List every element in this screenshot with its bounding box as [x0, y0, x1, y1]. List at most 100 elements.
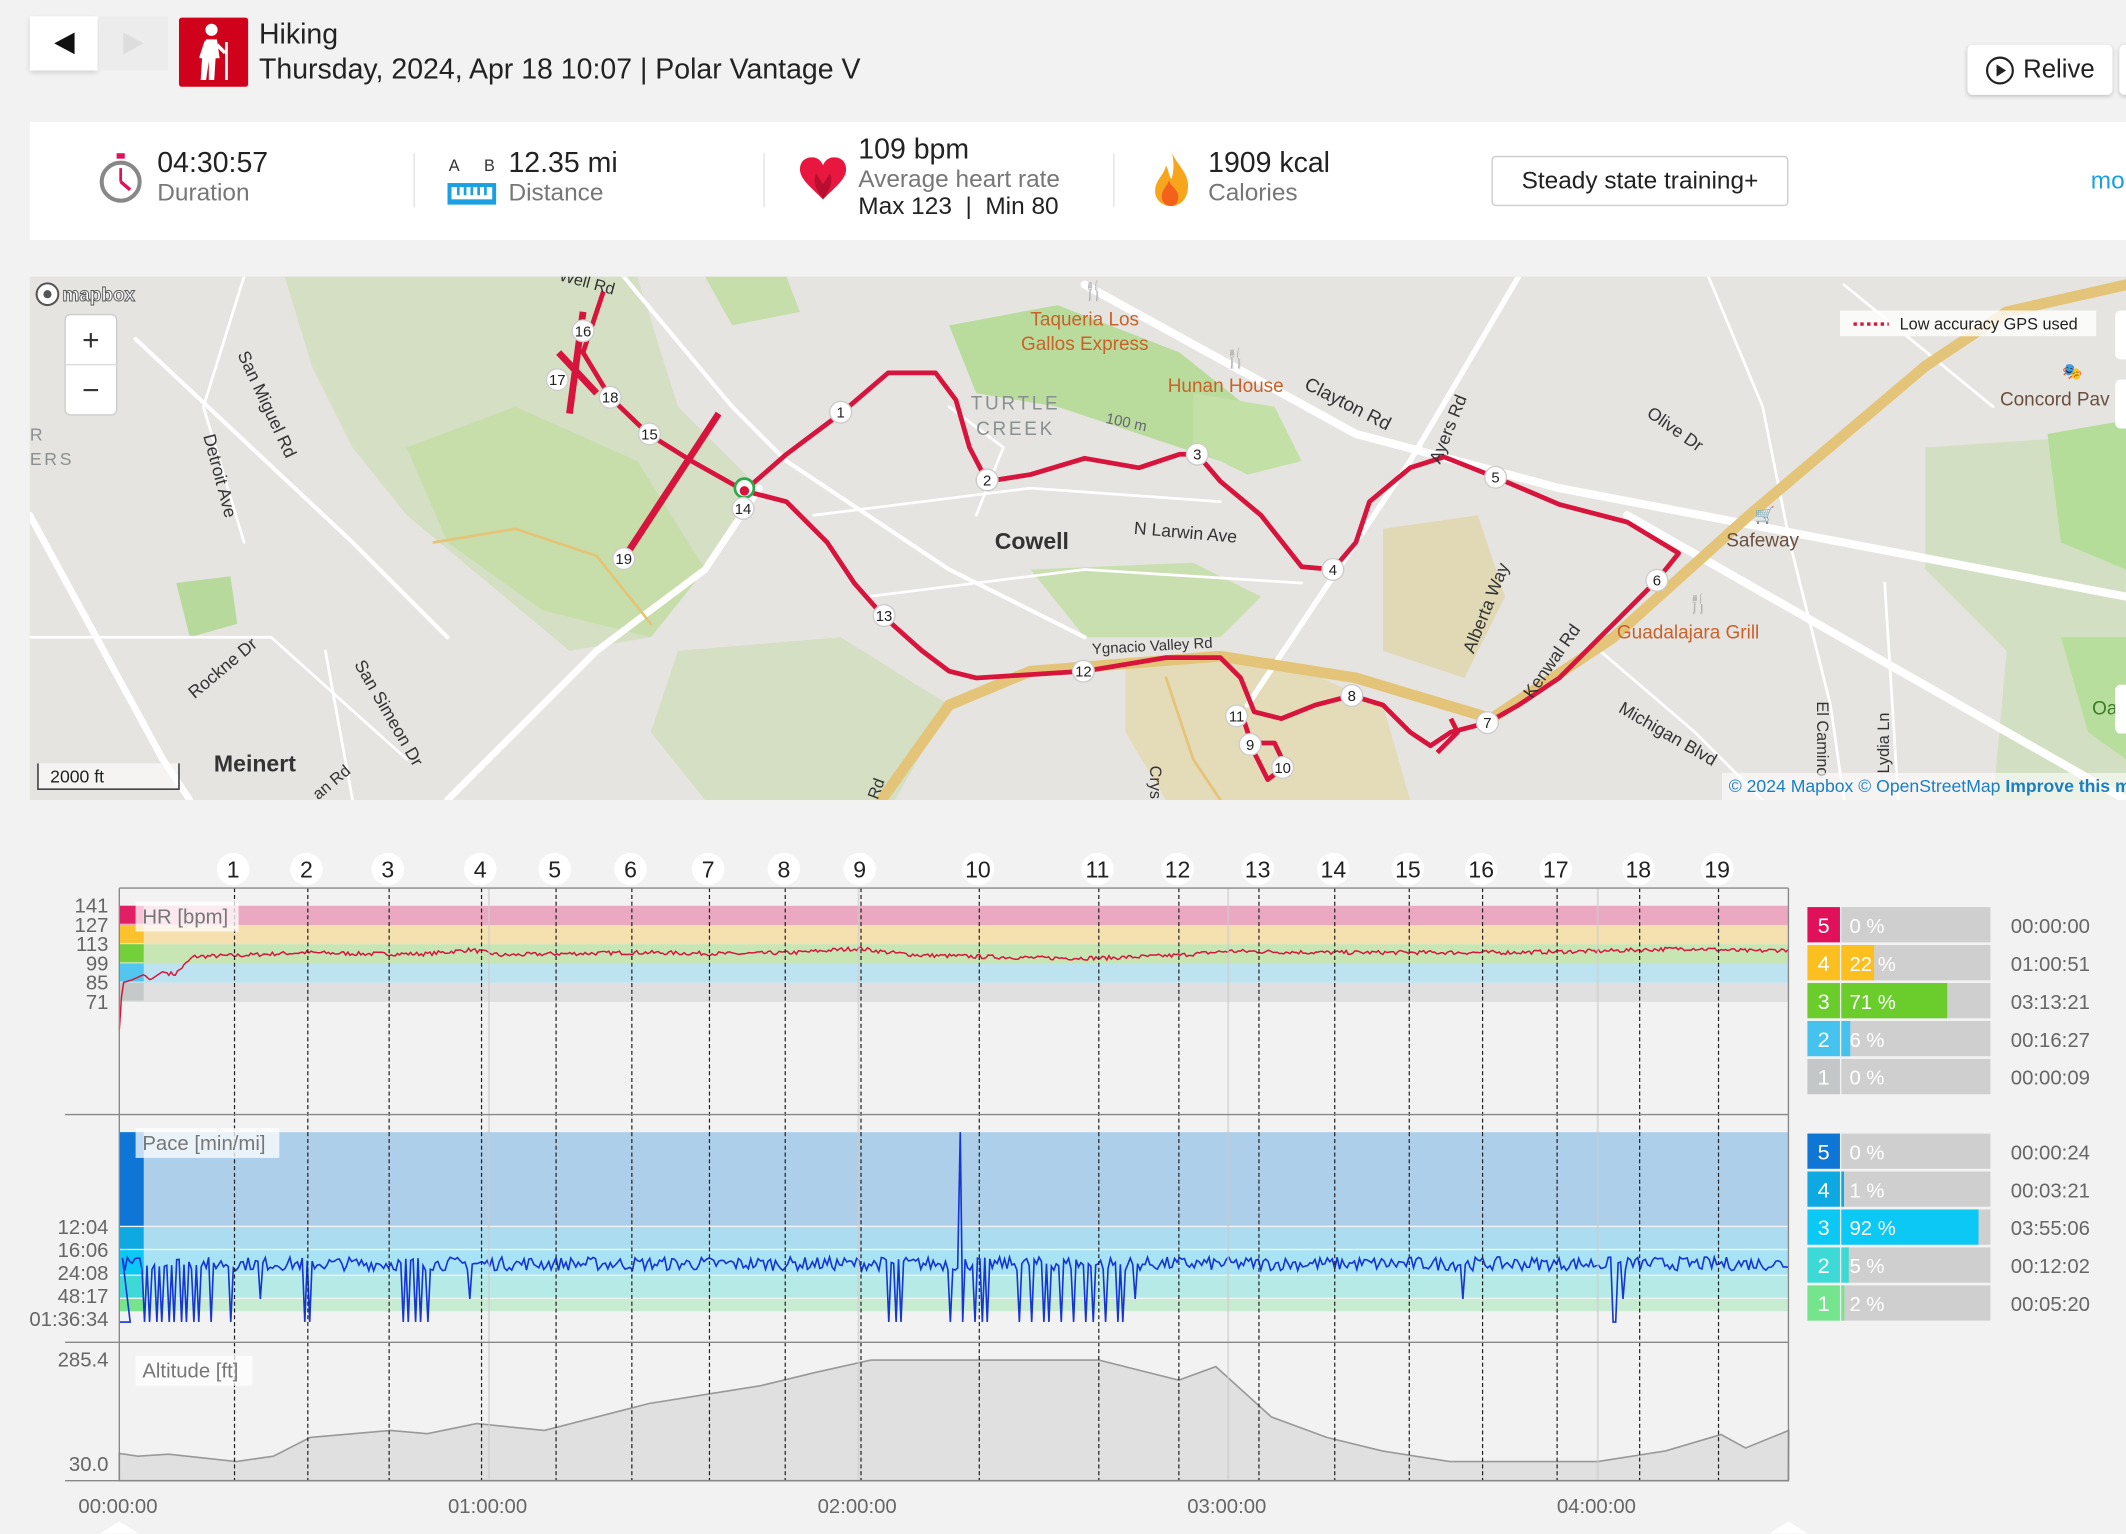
zone-percent: 92 %: [1849, 1218, 1895, 1240]
pace-zone-row[interactable]: 3 92 % 03:55:06: [1807, 1209, 2090, 1245]
calories-value: 1909 kcal: [1208, 147, 1331, 179]
pace-y-tick: 24:08: [58, 1263, 109, 1285]
zone-number: 3: [1818, 989, 1830, 1014]
more-link[interactable]: more: [2090, 166, 2126, 194]
altitude-y-tick: 285.4: [58, 1350, 109, 1372]
hr-zone-band: [119, 982, 1789, 1003]
lap-marker[interactable]: 5: [1484, 465, 1508, 489]
lap-marker[interactable]: 17: [545, 368, 569, 392]
zone-time: 03:55:06: [2011, 1218, 2090, 1240]
hr-zone-row[interactable]: 4 22 % 01:00:51: [1807, 945, 2090, 981]
map-control-button[interactable]: [2115, 684, 2126, 734]
lap-marker-chart[interactable]: 15: [1391, 852, 1425, 886]
lap-marker-chart[interactable]: 10: [961, 852, 995, 886]
lap-marker[interactable]: 11: [1225, 704, 1249, 728]
stopwatch-icon: [99, 153, 142, 203]
lap-marker[interactable]: 3: [1185, 442, 1209, 466]
lap-marker[interactable]: 6: [1645, 568, 1669, 592]
map-control-button[interactable]: [2115, 310, 2126, 360]
sport-icon-hiking: [178, 17, 249, 87]
pace-y-tick: 16:06: [58, 1240, 109, 1262]
training-benefit-button[interactable]: Steady state training+: [1491, 155, 1789, 207]
hr-zone-row[interactable]: 5 0 % 00:00:00: [1807, 907, 2090, 943]
pace-zone-row[interactable]: 5 0 % 00:00:24: [1807, 1133, 2090, 1169]
lap-marker[interactable]: 12: [1071, 659, 1095, 683]
lap-marker-chart[interactable]: 18: [1622, 852, 1655, 886]
lap-marker-chart[interactable]: 17: [1539, 852, 1573, 886]
hr-zone-row[interactable]: 3 71 % 03:13:21: [1807, 983, 2090, 1019]
lap-marker[interactable]: 19: [612, 547, 636, 571]
range-handle-left[interactable]: [100, 1521, 139, 1534]
lap-marker-chart[interactable]: 12: [1161, 852, 1194, 886]
hr-y-tick: 127: [75, 915, 109, 937]
zoom-in-button[interactable]: +: [82, 324, 99, 357]
lap-marker[interactable]: 1: [829, 400, 853, 424]
lap-number: 15: [1395, 856, 1421, 882]
zone-bar-fill: [1841, 1247, 1849, 1283]
lap-number: 6: [624, 856, 637, 882]
lap-circle: [1081, 852, 1114, 886]
pace-zone-row[interactable]: 1 2 % 00:05:20: [1807, 1285, 2090, 1321]
pace-zone-row[interactable]: 4 1 % 00:03:21: [1807, 1171, 2090, 1207]
zone-number-box: [1807, 945, 1840, 981]
lap-marker[interactable]: 2: [975, 468, 999, 492]
hr-zone-row[interactable]: 2 6 % 00:16:27: [1807, 1020, 2090, 1057]
route-map[interactable]: 1 2 3 4 5 6 7 8 9 10 11 12 13 14 15 16 17 18 19 🍴 🍴 🍴 🛒 🎭 …: [29, 276, 2126, 800]
shopping-cart-icon: 🛒: [1755, 506, 1775, 525]
lap-marker[interactable]: 14: [731, 496, 755, 520]
poi-label: Gallos Express: [1021, 334, 1149, 355]
hr-zone-row[interactable]: 1 0 % 00:00:09: [1807, 1058, 2090, 1095]
relive-label: Relive: [2023, 54, 2095, 84]
lap-marker[interactable]: 9: [1238, 732, 1262, 756]
lap-marker-chart[interactable]: 1: [216, 852, 250, 886]
lap-marker-label: 12: [1075, 665, 1092, 681]
divider: [413, 153, 415, 208]
range-handle-right[interactable]: [1769, 1521, 1808, 1534]
lap-marker-chart[interactable]: 7: [691, 852, 725, 886]
lap-marker[interactable]: 13: [872, 604, 896, 628]
lap-marker-chart[interactable]: 3: [371, 852, 405, 886]
lap-marker[interactable]: 4: [1321, 557, 1345, 582]
time-tick: 04:00:00: [1557, 1496, 1636, 1518]
lap-marker-chart[interactable]: 11: [1081, 852, 1114, 886]
pace-zone-row[interactable]: 2 5 % 00:12:02: [1807, 1247, 2090, 1283]
zone-percent: 0 %: [1849, 1142, 1884, 1164]
lap-marker[interactable]: 7: [1475, 711, 1499, 735]
extra-action-button[interactable]: [2119, 44, 2126, 95]
lap-marker-chart[interactable]: 16: [1464, 852, 1498, 886]
lap-marker-chart[interactable]: 8: [767, 852, 801, 886]
lap-marker-chart[interactable]: 9: [843, 852, 876, 886]
hr-y-tick: 85: [86, 973, 109, 995]
lap-marker-chart[interactable]: 6: [614, 852, 647, 886]
relive-button[interactable]: Relive: [1967, 44, 2113, 95]
lap-marker-chart[interactable]: 2: [290, 852, 323, 886]
lap-marker[interactable]: 10: [1271, 755, 1295, 779]
improve-map-link[interactable]: Improve this map: [2005, 776, 2126, 796]
lap-marker-chart[interactable]: 13: [1241, 852, 1274, 886]
hr-zone-swatch: [119, 905, 144, 924]
zone-bar-fill: [1841, 983, 1948, 1019]
lap-marker-label: 5: [1491, 471, 1499, 487]
zone-number: 4: [1818, 951, 1830, 976]
triangle-right-icon: [122, 32, 144, 55]
zone-bar-track: [1841, 1247, 1991, 1283]
lap-marker[interactable]: 18: [598, 385, 622, 409]
zoom-out-button[interactable]: −: [82, 374, 99, 407]
lap-circle: [290, 852, 323, 886]
lap-marker-chart[interactable]: 5: [538, 852, 571, 886]
lap-marker[interactable]: 15: [637, 422, 662, 446]
lap-marker-chart[interactable]: 14: [1317, 852, 1350, 886]
lap-marker-chart[interactable]: 4: [463, 852, 497, 886]
lap-marker[interactable]: 16: [571, 319, 595, 343]
next-activity-button[interactable]: [98, 16, 169, 71]
mapbox-attribution-link[interactable]: © 2024 Mapbox: [1729, 776, 1854, 796]
map-control-button[interactable]: [2115, 379, 2126, 429]
previous-activity-button[interactable]: [29, 16, 98, 71]
osm-attribution-link[interactable]: © OpenStreetMap: [1858, 776, 2000, 796]
lap-marker[interactable]: 8: [1340, 684, 1364, 708]
lap-marker-chart[interactable]: 19: [1700, 852, 1734, 886]
pace-zone-swatch: [119, 1298, 144, 1312]
flame-icon: [1155, 151, 1189, 207]
zone-number-box: [1807, 1209, 1840, 1245]
